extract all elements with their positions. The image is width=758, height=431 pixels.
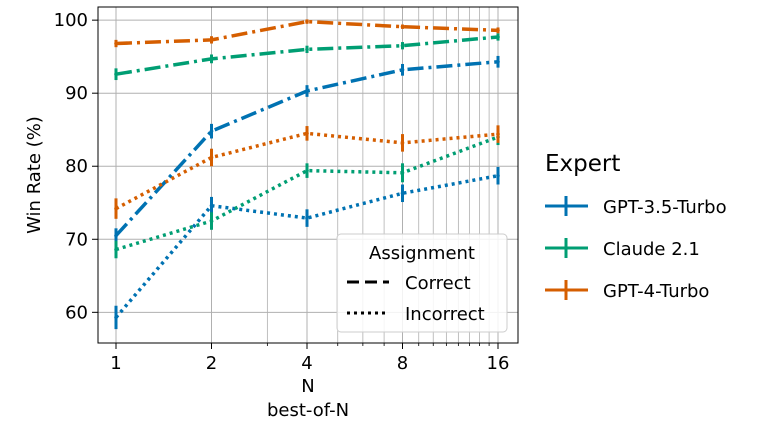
y-tick-label: 70 <box>65 229 88 250</box>
series-claude-2-1-correct-point <box>400 43 405 48</box>
series-gpt-3-5-turbo-correct-point <box>496 59 500 64</box>
series-gpt-3-5-turbo-incorrect-point <box>305 216 309 220</box>
series-gpt-4-turbo-incorrect-point <box>114 206 118 211</box>
series-gpt-4-turbo-correct-point <box>114 41 118 46</box>
y-tick-label: 60 <box>65 302 88 323</box>
assignment-legend: Assignment Correct Incorrect <box>336 233 508 333</box>
series-group <box>114 19 500 330</box>
x-axis-label: N <box>301 376 314 397</box>
series-gpt-3-5-turbo-correct-point <box>305 89 309 93</box>
series-claude-2-1-incorrect-point <box>400 171 405 175</box>
series-claude-2-1-correct-point <box>209 57 214 61</box>
legend-claude-label: Claude 2.1 <box>603 239 700 260</box>
series-gpt-3-5-turbo-correct-point <box>400 68 405 72</box>
legend-gpt4-label: GPT-4-Turbo <box>603 281 709 302</box>
series-gpt-4-turbo-incorrect-point <box>209 155 214 160</box>
series-gpt-3-5-turbo-incorrect-point <box>400 191 405 196</box>
series-gpt-3-5-turbo-incorrect-point <box>496 173 500 178</box>
legend-correct-label: Correct <box>405 273 471 294</box>
y-axis-label: Win Rate (%) <box>24 116 45 234</box>
expert-legend-title: Expert <box>545 151 620 177</box>
x-tick-label: 16 <box>487 353 510 374</box>
tick-marks <box>92 19 499 349</box>
assignment-legend-box <box>336 233 508 333</box>
plot-frame <box>97 6 519 344</box>
series-gpt-4-turbo-incorrect-point <box>305 131 309 136</box>
series-claude-2-1-incorrect-point <box>305 168 309 173</box>
y-tick-label: 80 <box>65 156 88 177</box>
series-gpt-4-turbo-correct-point <box>305 19 309 24</box>
series-gpt-3-5-turbo-correct-point <box>209 129 214 133</box>
series-gpt-3-5-turbo-correct-point <box>114 233 118 238</box>
series-claude-2-1-incorrect-point <box>209 219 214 223</box>
legend-incorrect-label: Incorrect <box>405 304 485 325</box>
y-tick-label: 100 <box>54 10 88 31</box>
series-gpt-3-5-turbo-incorrect-line <box>114 174 499 319</box>
series-gpt-4-turbo-correct-point <box>209 38 214 42</box>
x-tick-label: 4 <box>301 353 312 374</box>
series-gpt-4-turbo-correct-line <box>115 19 499 46</box>
x-tick-label: 8 <box>397 353 408 374</box>
assignment-legend-title: Assignment <box>369 243 475 264</box>
y-tick-label: 90 <box>65 83 88 104</box>
expert-legend: Expert GPT-3.5-Turbo Claude 2.1 GPT-4-Tu… <box>545 151 727 302</box>
x-tick-label: 2 <box>206 353 217 374</box>
series-gpt-3-5-turbo-incorrect-point <box>209 203 214 208</box>
series-claude-2-1-correct-point <box>114 72 118 76</box>
series-gpt-3-5-turbo-incorrect-point <box>114 315 118 320</box>
x-axis-sublabel: best-of-N <box>267 400 349 421</box>
series-gpt-4-turbo-incorrect-point <box>400 141 405 145</box>
legend-gpt35-label: GPT-3.5-Turbo <box>603 197 727 218</box>
series-claude-2-1-correct-point <box>305 47 309 52</box>
series-gpt-4-turbo-incorrect-line <box>115 131 499 211</box>
series-gpt-4-turbo-correct-point <box>400 24 405 29</box>
series-claude-2-1-incorrect-line <box>115 135 499 252</box>
series-claude-2-1-correct-line <box>115 35 499 76</box>
series-claude-2-1-incorrect-point <box>114 247 118 252</box>
series-gpt-4-turbo-incorrect-point <box>496 132 500 136</box>
x-tick-label: 1 <box>110 353 121 374</box>
series-claude-2-1-correct-point <box>496 35 500 39</box>
series-gpt-4-turbo-correct-point <box>496 28 500 33</box>
